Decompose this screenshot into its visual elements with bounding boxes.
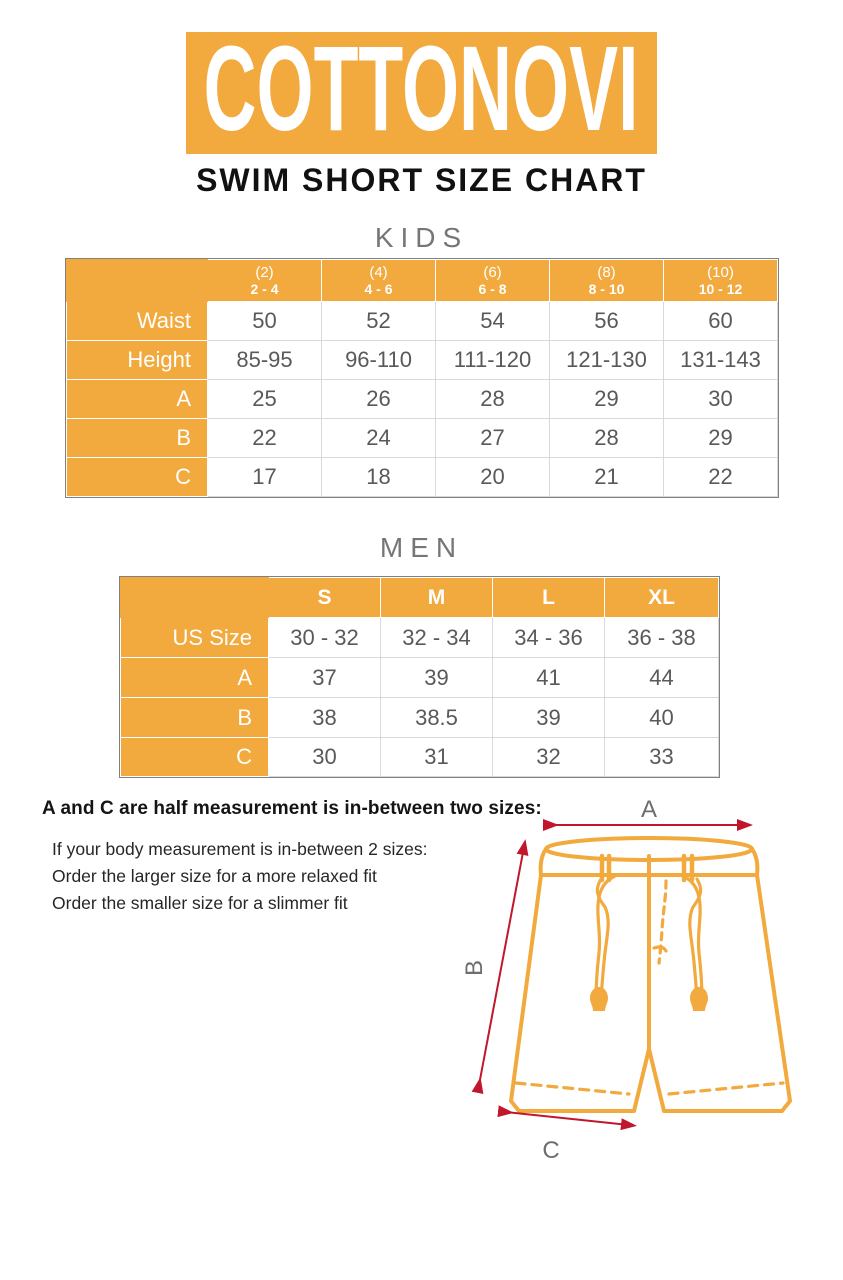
svg-text:A: A bbox=[641, 796, 657, 823]
svg-text:C: C bbox=[542, 1137, 559, 1164]
svg-text:B: B bbox=[461, 960, 488, 976]
svg-text:COTTONOVI: COTTONOVI bbox=[204, 32, 639, 154]
